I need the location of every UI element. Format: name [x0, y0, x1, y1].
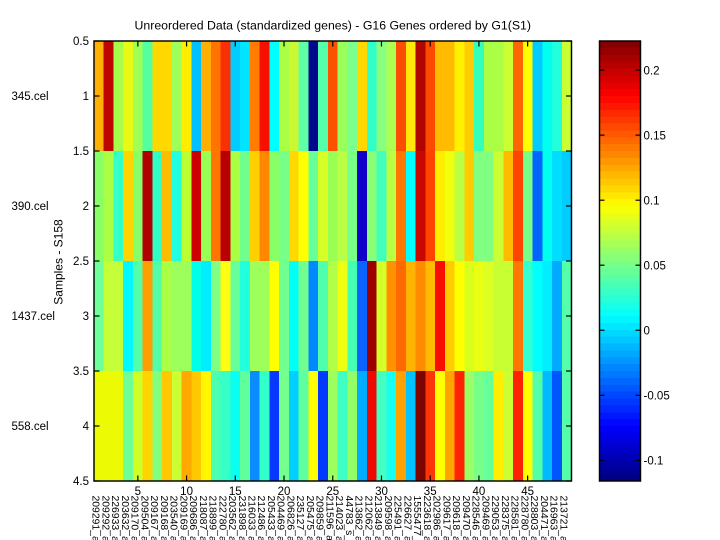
svg-text:345.cel: 345.cel: [12, 91, 49, 103]
svg-text:228581_at: 228581_at: [509, 496, 520, 540]
svg-text:209686_at: 209686_at: [187, 496, 198, 540]
svg-text:-0.1: -0.1: [644, 456, 664, 468]
svg-text:203540_at: 203540_at: [168, 496, 179, 540]
svg-text:216963_at: 216963_at: [548, 496, 559, 540]
svg-text:35: 35: [424, 486, 437, 498]
svg-text:206826_at: 206826_at: [284, 496, 295, 540]
svg-text:209170_at: 209170_at: [129, 496, 140, 540]
svg-text:205433_at: 205433_at: [265, 496, 276, 540]
svg-text:Samples - S158: Samples - S158: [52, 219, 66, 305]
svg-text:223618_at: 223618_at: [421, 496, 432, 540]
svg-text:0: 0: [644, 325, 650, 337]
svg-text:204469_at: 204469_at: [275, 496, 286, 540]
svg-text:1437.cel: 1437.cel: [12, 311, 55, 323]
svg-text:209859_at: 209859_at: [314, 496, 325, 540]
svg-text:228780_at: 228780_at: [518, 496, 529, 540]
svg-text:222780_at: 222780_at: [216, 496, 227, 540]
svg-text:225491_at: 225491_at: [392, 496, 403, 540]
svg-text:204471_at: 204471_at: [538, 496, 549, 540]
svg-text:2: 2: [83, 201, 89, 213]
svg-text:15: 15: [229, 486, 242, 498]
svg-text:209167_at: 209167_at: [148, 496, 159, 540]
svg-text:1.5: 1.5: [73, 146, 89, 158]
svg-text:209617_at: 209617_at: [440, 496, 451, 540]
svg-text:20: 20: [278, 486, 291, 498]
svg-text:45: 45: [521, 486, 534, 498]
svg-text:10: 10: [180, 486, 193, 498]
svg-text:205475_at: 205475_at: [304, 496, 315, 540]
svg-text:228375_at: 228375_at: [499, 496, 510, 540]
svg-text:5: 5: [135, 486, 141, 498]
svg-text:209598_at: 209598_at: [382, 496, 393, 540]
svg-text:3: 3: [83, 311, 89, 323]
svg-text:4.5: 4.5: [73, 476, 89, 488]
svg-text:209168_at: 209168_at: [158, 496, 169, 540]
svg-text:390.cel: 390.cel: [12, 201, 49, 213]
svg-text:213849_at: 213849_at: [372, 496, 383, 540]
svg-text:218899_at: 218899_at: [207, 496, 218, 540]
svg-text:40: 40: [473, 486, 486, 498]
svg-text:226933_at: 226933_at: [109, 496, 120, 540]
svg-text:2.5: 2.5: [73, 256, 89, 268]
svg-text:0.1: 0.1: [644, 195, 660, 207]
svg-text:228546_at: 228546_at: [470, 496, 481, 540]
svg-text:229053_at: 229053_at: [489, 496, 500, 540]
svg-text:226627_at: 226627_at: [401, 496, 412, 540]
svg-text:216033_at: 216033_at: [245, 496, 256, 540]
svg-text:44783_s_at: 44783_s_at: [343, 496, 354, 540]
svg-text:231898_at: 231898_at: [236, 496, 247, 540]
svg-text:209504_at: 209504_at: [138, 496, 149, 540]
svg-text:1555477_a_at: 1555477_a_at: [411, 496, 422, 540]
svg-text:Unreordered Data (standardized: Unreordered Data (standardized genes) - …: [135, 19, 531, 33]
svg-text:213862_at: 213862_at: [353, 496, 364, 540]
svg-text:212486_at: 212486_at: [255, 496, 266, 540]
svg-text:0.15: 0.15: [644, 130, 666, 142]
svg-text:203562_at: 203562_at: [226, 496, 237, 540]
svg-text:235127_at: 235127_at: [294, 496, 305, 540]
svg-text:25: 25: [326, 486, 339, 498]
svg-text:209470_at: 209470_at: [460, 496, 471, 540]
svg-text:209291_at: 209291_at: [90, 496, 101, 540]
svg-text:203632_at: 203632_at: [119, 496, 130, 540]
svg-text:1: 1: [83, 91, 89, 103]
svg-text:30: 30: [375, 486, 388, 498]
svg-text:-0.05: -0.05: [644, 391, 670, 403]
svg-text:0.5: 0.5: [73, 36, 89, 48]
svg-text:0.2: 0.2: [644, 65, 660, 77]
svg-text:211596_at: 211596_at: [323, 496, 334, 540]
svg-text:209618_at: 209618_at: [450, 496, 461, 540]
svg-text:228803_at: 228803_at: [528, 496, 539, 540]
svg-text:209292_at: 209292_at: [99, 496, 110, 540]
svg-text:202986_at: 202986_at: [431, 496, 442, 540]
svg-text:3.5: 3.5: [73, 366, 89, 378]
svg-text:4: 4: [83, 421, 90, 433]
svg-text:0.05: 0.05: [644, 260, 666, 272]
svg-text:218087_at: 218087_at: [197, 496, 208, 540]
svg-text:209469_at: 209469_at: [479, 496, 490, 540]
svg-text:213721_at: 213721_at: [557, 496, 568, 540]
svg-text:209169_at: 209169_at: [177, 496, 188, 540]
svg-text:214023_at: 214023_at: [333, 496, 344, 540]
svg-text:558.cel: 558.cel: [12, 421, 49, 433]
svg-text:212062_at: 212062_at: [362, 496, 373, 540]
